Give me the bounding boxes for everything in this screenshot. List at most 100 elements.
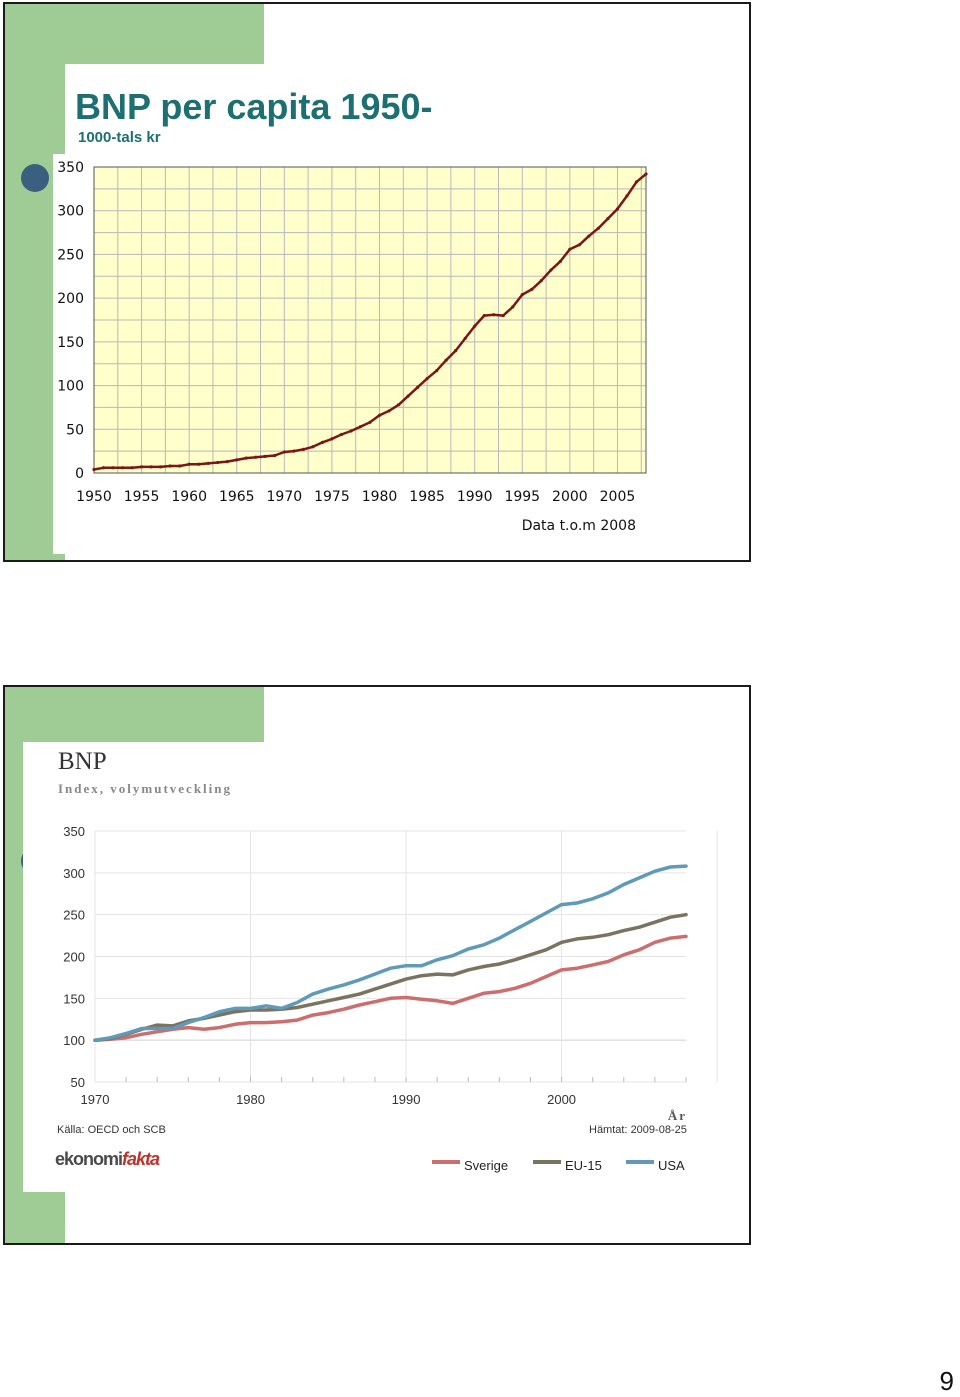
chart1-data-point [644,172,648,176]
chart1-gridlines [94,166,646,473]
chart2-series-line-usa [93,864,688,1042]
chart1-data-point [225,460,229,464]
chart1-data-point [425,376,429,381]
chart1-data-point [282,450,286,454]
chart1-y-tick-label: 300 [57,204,84,220]
chart1-x-tick-label: 1970 [267,489,303,505]
chart1-axes [93,166,647,474]
chart1-data-point [568,247,572,251]
chart1-x-tick-label: 1950 [76,489,112,505]
chart1-data-point [235,458,239,462]
chart1-data-point [292,449,296,453]
chart2-y-tick-label: 200 [63,950,85,965]
chart1-data-point [311,445,315,449]
chart1-data-point [320,440,325,444]
chart1-y-tick-label: 150 [57,335,84,351]
chart1-data-point [406,394,410,398]
chart1-y-tick-label: 250 [57,247,84,263]
chart2-y-tick-label: 50 [71,1075,85,1090]
chart1-unit-label: 1000-tals kr [78,129,161,146]
chart2-series-line-eu15 [93,912,688,1042]
chart1-y-tick-label: 100 [57,379,84,395]
chart1-data-point [435,369,439,373]
chart1-y-tick-label: 200 [57,291,84,307]
logo-part-2: fakta [122,1149,160,1169]
chart2-series [93,864,688,1042]
chart1-data-point [520,293,524,297]
chart1-x-tick-label: 1985 [409,489,445,505]
chart1-data-point [216,460,220,465]
chart1-title: BNP per capita 1950- [75,86,433,127]
chart2-x-tick-label: 1970 [81,1092,110,1107]
chart1-data-point [606,216,610,221]
chart1-x-tick-label: 1955 [124,489,160,505]
chart2-legend-label-usa: USA [658,1158,685,1173]
chart1-data-point [111,466,115,470]
retrieved-date-label: Hämtat: 2009-08-25 [589,1124,687,1136]
chart1-data-point [415,385,420,389]
chart1-y-tick-label: 0 [75,466,84,482]
chart1-x-tick-label: 2005 [600,489,636,505]
chart1-data-point [120,466,125,470]
chart1-data-point [349,429,353,433]
chart1-data-point [587,234,591,238]
chart1-data-point [159,465,163,469]
chart1-data-point [549,268,553,272]
chart2-title: BNP [58,748,107,775]
chart1-data-point [377,413,382,417]
chart2-legend: Sverige EU-15 USA [432,1158,685,1173]
ekonomifakta-logo: ekonomifakta [55,1149,160,1170]
chart1-x-tick-label: 2000 [552,489,588,505]
chart1-data-point [92,467,96,472]
chart1-data-point [482,314,486,318]
chart2-legend-label-eu15: EU-15 [565,1158,602,1173]
chart2-y-tick-label: 100 [63,1033,85,1048]
chart1-data-point [492,313,496,317]
chart1-plot-border [93,166,647,474]
chart1-data-point [596,226,601,230]
chart1-x-tick-label: 1960 [171,489,207,505]
chart1-y-tick-label: 50 [66,422,84,438]
chart1-data-point [615,207,620,211]
chart1-data-point [454,349,458,353]
chart1-data-point [178,464,182,468]
chart2-y-tick-labels: 50 100 150 200 250 300 350 [63,824,85,1090]
chart1-data-point [301,447,305,451]
chart2-x-tick-label: 1980 [236,1092,265,1107]
chart2-legend-label-sverige: Sverige [464,1158,508,1173]
chart2-subtitle: Index, volymutveckling [58,781,233,796]
chart1-y-tick-label: 350 [57,160,84,176]
chart1-data-point [530,287,534,291]
chart1-x-tick-label: 1980 [362,489,398,505]
bullet-dot [21,164,49,192]
chart1-data-point [244,456,248,460]
chart2-gridlines [94,830,718,1083]
chart2-card [23,742,731,1192]
chart1-data-point [539,279,543,283]
chart1-x-tick-label: 1965 [219,489,255,505]
chart1-data-point [463,336,467,340]
chart1-data-point [273,453,277,458]
chart1-footnote: Data t.o.m 2008 [522,518,636,534]
page-number: 9 [939,1366,954,1396]
chart1-x-tick-label: 1995 [504,489,540,505]
chart1-data-point [263,454,267,458]
chart1-data-point [149,465,153,469]
chart1-data-point [501,314,505,318]
chart1-data-point [444,358,448,362]
chart1-data-point [206,461,210,465]
chart1-data-point [130,466,134,470]
source-label: Källa: OECD och SCB [57,1124,166,1136]
chart2-y-tick-label: 300 [63,866,85,881]
chart1-y-tick-labels: 0 50 100 150 200 250 300 350 [57,160,84,482]
chart1-data-point [625,194,629,198]
chart2-y-tick-label: 150 [63,991,85,1006]
chart1-data-point [168,464,172,468]
chart1-data-point [396,403,401,407]
chart1-data-point [473,324,477,328]
chart2-x-tick-label: 2000 [547,1092,576,1107]
chart1-data-point [254,455,258,459]
chart1-data-point [387,409,391,413]
chart2-y-tick-label: 250 [63,908,85,923]
